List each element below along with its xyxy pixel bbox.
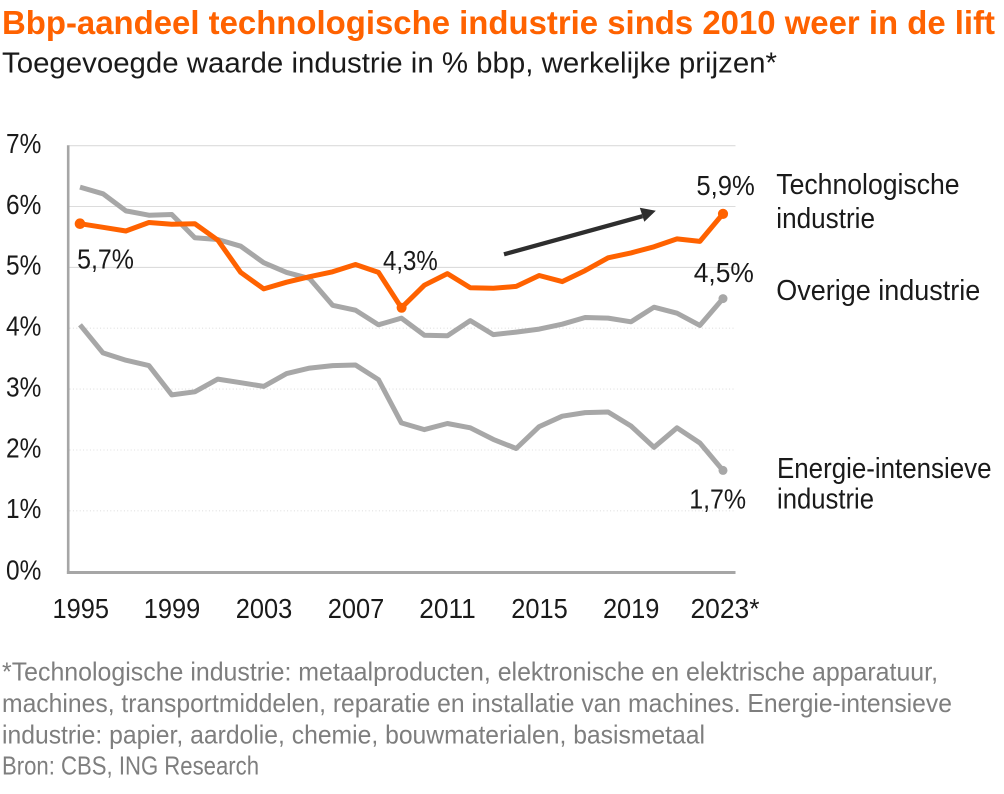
svg-text:2023*: 2023*: [691, 593, 760, 624]
svg-text:2015: 2015: [511, 593, 568, 624]
svg-text:1%: 1%: [6, 493, 41, 524]
svg-text:2011: 2011: [419, 593, 476, 624]
svg-text:2007: 2007: [328, 593, 385, 624]
svg-text:4,5%: 4,5%: [694, 257, 754, 288]
svg-text:industrie: industrie: [777, 483, 874, 515]
svg-text:machines, transportmiddelen, r: machines, transportmiddelen, reparatie e…: [2, 688, 952, 718]
svg-text:*Technologische industrie: met: *Technologische industrie: metaalproduct…: [2, 657, 938, 687]
svg-text:4%: 4%: [6, 311, 41, 342]
svg-text:industrie: papier, aardolie, c: industrie: papier, aardolie, chemie, bou…: [2, 719, 705, 749]
svg-text:7%: 7%: [6, 128, 41, 159]
svg-text:5,9%: 5,9%: [696, 170, 754, 201]
svg-text:industrie: industrie: [776, 203, 875, 235]
svg-text:4,3%: 4,3%: [383, 245, 438, 276]
svg-text:3%: 3%: [6, 371, 41, 402]
svg-text:0%: 0%: [6, 555, 41, 586]
svg-text:Toegevoegde waarde industrie i: Toegevoegde waarde industrie in % bbp, w…: [2, 48, 777, 80]
svg-text:1995: 1995: [53, 593, 110, 624]
svg-text:1,7%: 1,7%: [689, 484, 746, 515]
svg-text:2019: 2019: [603, 593, 660, 624]
svg-text:Energie-intensieve: Energie-intensieve: [777, 453, 992, 485]
svg-text:2003: 2003: [236, 593, 293, 624]
svg-text:5%: 5%: [6, 250, 41, 281]
svg-text:Overige industrie: Overige industrie: [776, 275, 980, 307]
svg-text:Bron: CBS, ING Research: Bron: CBS, ING Research: [2, 750, 259, 780]
svg-text:6%: 6%: [6, 189, 41, 220]
svg-text:2%: 2%: [6, 432, 41, 463]
svg-text:5,7%: 5,7%: [77, 243, 134, 274]
svg-text:1999: 1999: [144, 593, 201, 624]
svg-text:Technologische: Technologische: [776, 169, 959, 201]
svg-text:Bbp-aandeel technologische ind: Bbp-aandeel technologische industrie sin…: [2, 4, 995, 41]
